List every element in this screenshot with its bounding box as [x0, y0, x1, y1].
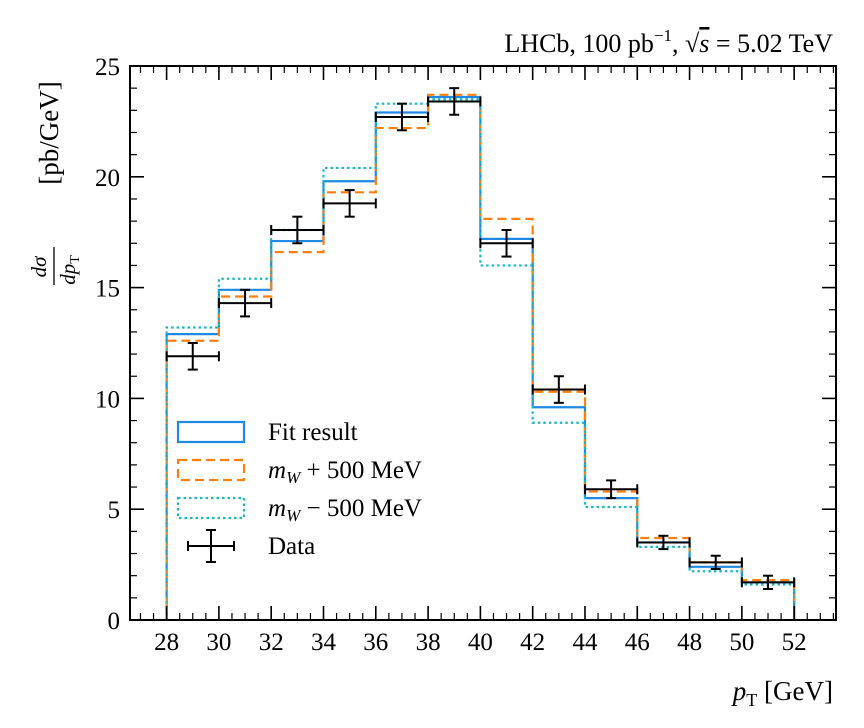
ylabel-frac-num: dσ	[27, 255, 51, 278]
data-point	[374, 102, 430, 132]
series-1-steps	[165, 95, 796, 620]
svg-text:[pb/GeV]: [pb/GeV]	[34, 81, 64, 184]
legend-label: Fit result	[268, 419, 358, 446]
data-point	[217, 288, 273, 318]
x-tick-label: 38	[416, 629, 441, 656]
plot-area: 28 30 32 34 36 38 40 42 44 46 48 50 52 0 5 10 15 20 25	[95, 54, 837, 656]
title-separator: ,	[672, 29, 685, 58]
y-tick-label: 0	[108, 608, 121, 635]
y-tick-label: 10	[95, 386, 120, 413]
chart-title: LHCb, 100 pb−1, √s = 5.02 TeV	[504, 26, 833, 58]
legend-entry: Fit result	[176, 419, 358, 446]
ylabel-frac-den: dp	[56, 264, 80, 285]
title-sqrt-symbol: √	[685, 29, 700, 58]
data-point	[165, 342, 220, 371]
legend-swatch	[176, 496, 246, 520]
legend-entry: mW − 500 MeV	[176, 495, 422, 525]
y-tick-label: 15	[95, 276, 120, 303]
plot-frame	[129, 65, 837, 621]
x-tick-label: 36	[363, 629, 388, 656]
xlabel-sub: T	[746, 690, 757, 710]
data-point	[270, 215, 325, 245]
legend-swatch	[176, 458, 246, 482]
x-tick-label: 48	[677, 629, 702, 656]
x-tick-label: 50	[729, 629, 754, 656]
legend-entry: mW + 500 MeV	[176, 457, 422, 487]
data-point	[740, 574, 796, 590]
legend-label: Data	[268, 533, 315, 560]
y-tick-label: 5	[108, 497, 121, 524]
x-tick-label: 46	[625, 629, 650, 656]
y-axis-label: [pb/GeV] dσ dpT	[27, 81, 83, 285]
y-tick-label: 25	[95, 54, 120, 81]
title-superscript: −1	[654, 26, 672, 45]
y-tick-label: 20	[95, 165, 120, 192]
xlabel-var: p	[731, 676, 747, 706]
data-point	[531, 375, 586, 404]
x-tick-label: 52	[782, 629, 807, 656]
data-point	[427, 87, 482, 116]
data-point	[479, 228, 534, 258]
x-tick-label: 44	[572, 629, 598, 656]
legend-label: mW − 500 MeV	[268, 495, 422, 525]
legend: Fit result mW + 500 MeV mW − 500 MeV Data	[176, 419, 422, 563]
data-point	[583, 479, 639, 500]
title-main: LHCb, 100 pb	[504, 29, 654, 58]
svg-text:dpT: dpT	[56, 255, 83, 285]
title-energy: = 5.02 TeV	[709, 29, 833, 58]
ylabel-unit: [pb/GeV]	[34, 81, 64, 184]
data-point	[636, 534, 691, 551]
x-tick-label: 42	[520, 629, 545, 656]
x-tick-label: 34	[311, 629, 337, 656]
legend-entry: Data	[187, 529, 315, 563]
xlabel-unit: [GeV]	[757, 676, 833, 706]
title-s: s	[699, 29, 709, 58]
legend-label: mW + 500 MeV	[268, 457, 422, 487]
x-tick-label: 40	[468, 629, 493, 656]
x-tick-label: 32	[259, 629, 284, 656]
x-tick-label: 30	[206, 629, 231, 656]
data-point	[688, 554, 743, 571]
x-axis-label: pT [GeV]	[731, 676, 833, 710]
legend-swatch	[176, 420, 246, 444]
ylabel-frac-den-sub: T	[68, 255, 83, 264]
x-tick-label: 28	[154, 629, 179, 656]
data-point	[322, 189, 377, 218]
